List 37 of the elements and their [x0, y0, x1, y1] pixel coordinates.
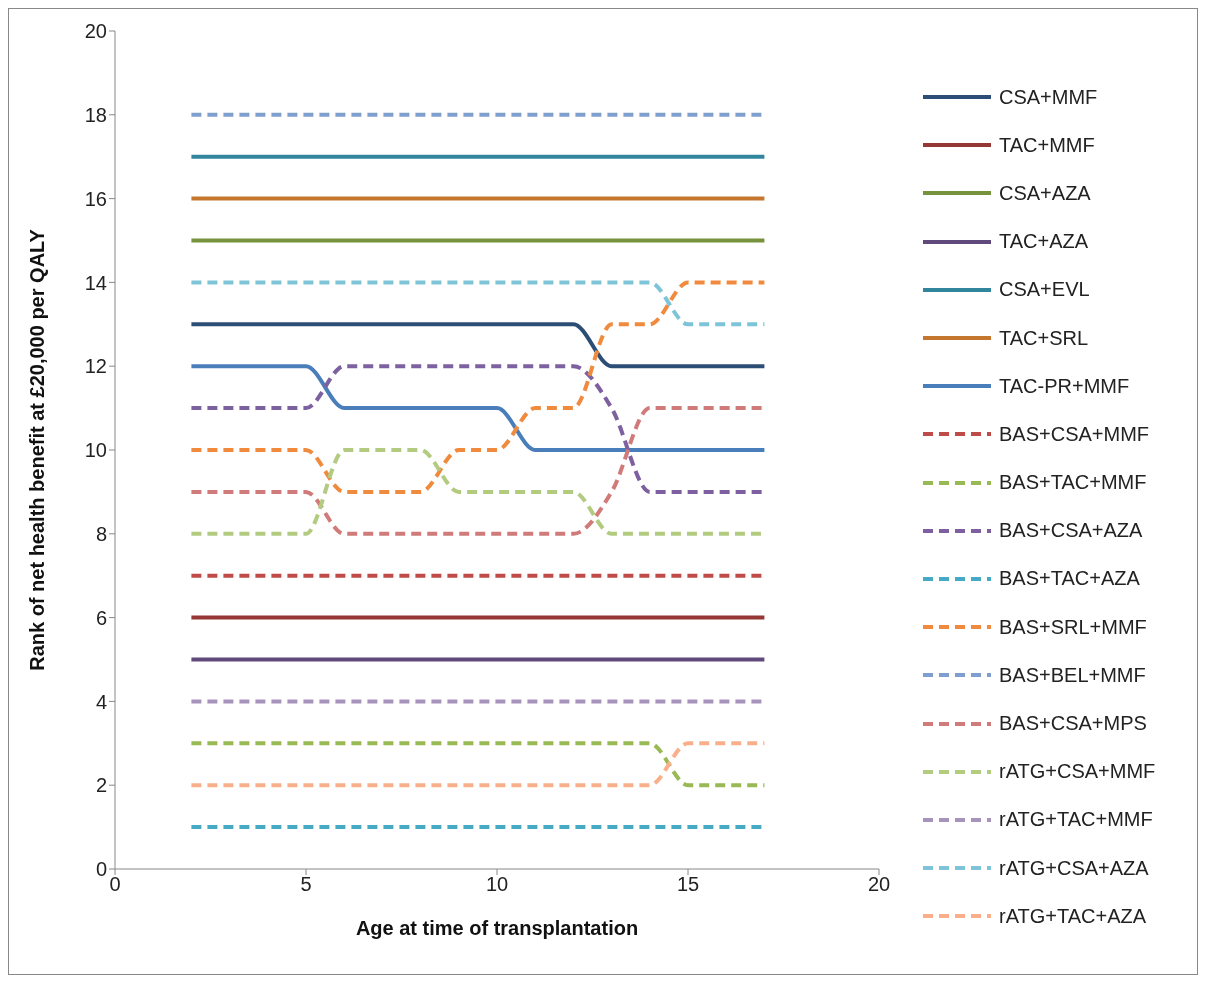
legend-label: TAC+SRL	[999, 326, 1089, 350]
y-tick-label: 0	[95, 858, 107, 881]
legend-label: BAS+TAC+MMF	[999, 471, 1147, 495]
legend-label: rATG+CSA+MMF	[999, 760, 1156, 784]
x-axis-title: Age at time of transplantation	[355, 917, 639, 939]
y-tick-label: 18	[84, 103, 107, 126]
x-tick-label: 15	[676, 873, 700, 896]
y-tick-label: 14	[84, 271, 107, 294]
x-tick-label: 5	[300, 873, 312, 896]
y-axis-title: Rank of net health benefit at £20,000 per QALY	[26, 228, 49, 671]
x-tick-label: 10	[485, 873, 509, 896]
legend-label: BAS+BEL+MMF	[999, 663, 1146, 687]
line-series	[189, 280, 767, 494]
legend-label: BAS+TAC+AZA	[999, 567, 1140, 591]
legend-label: TAC+MMF	[999, 133, 1095, 157]
y-tick-label: 6	[95, 606, 107, 629]
x-tick-label: 0	[109, 873, 121, 896]
x-tick-label: 20	[867, 873, 891, 896]
legend-label: CSA+AZA	[999, 181, 1091, 205]
legend-label: TAC-PR+MMF	[999, 374, 1130, 398]
y-tick-label: 16	[84, 187, 107, 210]
y-tick-label: 10	[84, 439, 107, 462]
legend-label: rATG+TAC+MMF	[999, 808, 1153, 832]
y-tick-label: 2	[95, 774, 107, 797]
y-tick-label: 4	[95, 690, 107, 713]
legend-label: CSA+EVL	[999, 278, 1090, 302]
legend-label: rATG+TAC+AZA	[999, 904, 1147, 928]
legend-label: TAC+AZA	[999, 230, 1089, 254]
legend-label: BAS+CSA+AZA	[999, 519, 1143, 543]
y-tick-label: 8	[95, 522, 107, 545]
legend-label: BAS+CSA+MPS	[999, 712, 1147, 736]
y-tick-label: 20	[84, 20, 107, 43]
legend-label: rATG+CSA+AZA	[999, 856, 1149, 880]
legend-label: CSA+MMF	[999, 85, 1098, 109]
legend-label: BAS+SRL+MMF	[999, 615, 1147, 639]
legend-label: BAS+CSA+MMF	[999, 422, 1150, 446]
y-tick-label: 12	[84, 355, 107, 378]
